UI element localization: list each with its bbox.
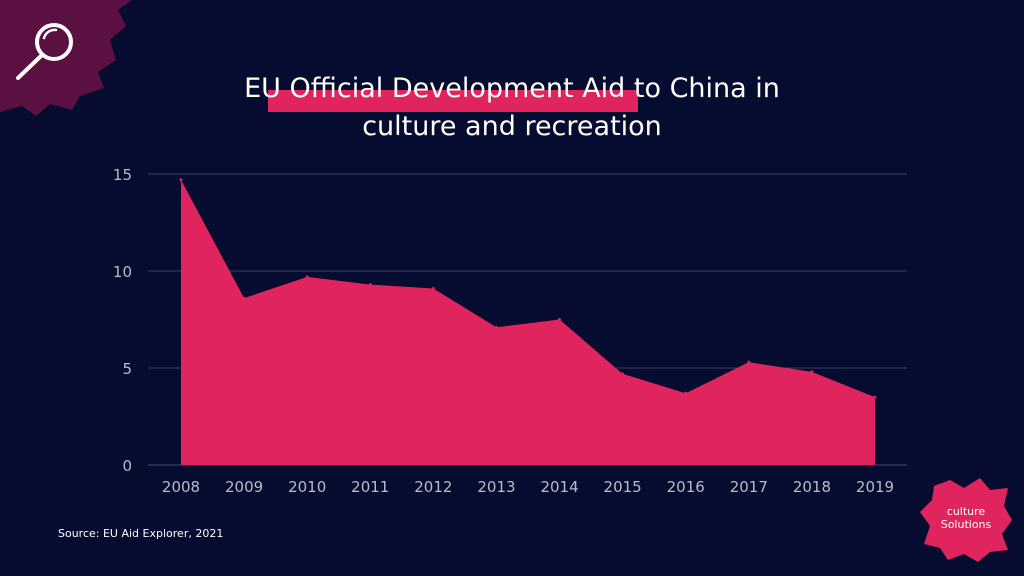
x-tick-label: 2017 bbox=[730, 478, 768, 496]
data-point bbox=[558, 318, 562, 321]
chart-title-line-2: culture and recreation bbox=[362, 111, 662, 142]
x-tick-label: 2014 bbox=[540, 478, 578, 496]
x-tick-label: 2018 bbox=[793, 478, 831, 496]
x-tick-label: 2013 bbox=[477, 478, 515, 496]
y-tick-label: 0 bbox=[122, 457, 132, 475]
x-tick-label: 2009 bbox=[225, 478, 263, 496]
y-tick-label: 5 bbox=[122, 360, 132, 378]
logo-text: culture Solutions bbox=[920, 505, 1012, 531]
logo-text-line-2: Solutions bbox=[940, 518, 992, 531]
data-point bbox=[242, 296, 246, 300]
data-point bbox=[494, 325, 498, 329]
culture-solutions-logo bbox=[920, 478, 1012, 562]
data-point bbox=[368, 283, 372, 287]
source-note: Source: EU Aid Explorer, 2021 bbox=[58, 527, 224, 540]
data-point bbox=[305, 275, 309, 279]
data-point bbox=[179, 178, 183, 182]
corner-splash-decoration bbox=[0, 0, 132, 116]
x-tick-label: 2016 bbox=[667, 478, 705, 496]
x-tick-label: 2010 bbox=[288, 478, 326, 496]
chart-title-line-1: EU Official Development Aid to China in bbox=[244, 73, 780, 104]
magnifier-icon bbox=[16, 23, 73, 80]
x-tick-label: 2011 bbox=[351, 478, 389, 496]
data-point bbox=[621, 372, 625, 376]
x-tick-label: 2012 bbox=[414, 478, 452, 496]
data-point bbox=[431, 286, 435, 290]
x-tick-label: 2015 bbox=[604, 478, 642, 496]
data-point bbox=[747, 360, 751, 364]
data-point bbox=[810, 370, 814, 374]
x-tick-label: 2008 bbox=[162, 478, 200, 496]
x-tick-label: 2019 bbox=[856, 478, 894, 496]
y-tick-label: 10 bbox=[113, 263, 132, 281]
chart-title: EU Official Development Aid to China in … bbox=[0, 70, 1024, 146]
data-point bbox=[873, 395, 877, 399]
title-highlight bbox=[268, 90, 638, 112]
series-area bbox=[181, 179, 875, 465]
logo-text-line-1: culture bbox=[946, 505, 986, 518]
y-tick-label: 15 bbox=[113, 166, 132, 184]
data-point bbox=[684, 391, 688, 395]
